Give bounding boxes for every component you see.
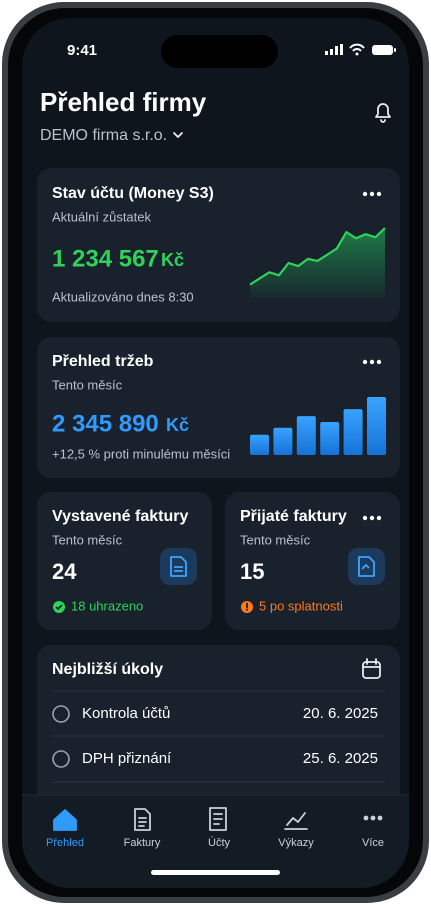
tab-item[interactable]: Více <box>362 815 384 849</box>
invoice-count: 15 <box>240 559 264 584</box>
tasks-card <box>37 645 400 825</box>
invoice-count: 24 <box>52 559 77 584</box>
tab-item[interactable]: Výkazy <box>278 812 314 849</box>
card-label: Tento měsíc <box>240 532 311 547</box>
tab-label: Výkazy <box>278 837 314 849</box>
tab-icon <box>209 807 227 831</box>
paid-status: 18 uhrazeno <box>71 598 143 613</box>
card-title: Přehled tržeb <box>52 353 154 370</box>
card-label: Tento měsíc <box>52 377 123 392</box>
revenue-bar <box>320 421 340 455</box>
card-title: Vystavené faktury <box>52 508 188 525</box>
bell-icon[interactable] <box>375 103 391 123</box>
status-icons <box>325 43 396 56</box>
task-checkbox[interactable] <box>52 705 70 723</box>
task-name: DPH přiznání <box>82 750 172 767</box>
received-card[interactable] <box>225 492 400 630</box>
revenue-bar <box>343 409 363 455</box>
more-button[interactable] <box>362 515 382 521</box>
card-title: Stav účtu (Money S3) <box>52 185 214 202</box>
task-date: 25. 6. 2025 <box>303 750 378 767</box>
card-label: Aktuální zůstatek <box>52 209 151 224</box>
revenue-bar <box>273 427 293 455</box>
tab-icon <box>377 815 383 821</box>
issued-card[interactable] <box>37 492 212 630</box>
overdue-status: 5 po splatnosti <box>259 598 343 613</box>
revenue-bar <box>250 434 269 455</box>
tab-icon <box>370 815 376 821</box>
card-title: Nejbližší úkoly <box>52 661 163 678</box>
card-label: Tento měsíc <box>52 532 123 547</box>
tab-icon <box>53 809 77 831</box>
document-icon <box>358 556 375 577</box>
task-name: Kontrola účtů <box>82 705 170 722</box>
updated-note: Aktualizováno dnes 8:30 <box>52 289 194 304</box>
tab-item[interactable]: Účty <box>208 807 231 849</box>
tab-label: Účty <box>208 836 231 849</box>
tab-label: Přehled <box>46 837 84 849</box>
currency: Kč <box>166 415 189 435</box>
calendar-icon[interactable] <box>362 658 381 679</box>
tab-label: Faktury <box>124 837 161 849</box>
tab-icon <box>284 812 308 830</box>
task-checkbox[interactable] <box>52 750 70 768</box>
tab-icon <box>363 815 369 821</box>
tab-item[interactable]: Faktury <box>124 808 161 849</box>
card-title: Přijaté faktury <box>240 508 347 525</box>
revenue-bar <box>367 397 386 455</box>
chevron-down[interactable] <box>173 132 183 138</box>
task-date: 20. 6. 2025 <box>303 705 378 722</box>
revenue-bar <box>296 416 316 455</box>
more-button[interactable] <box>362 359 382 365</box>
currency: Kč <box>161 250 184 270</box>
check-mark <box>55 604 63 611</box>
revenue-amount: 2 345 890 <box>52 410 159 437</box>
tab-item[interactable]: Přehled <box>46 809 84 849</box>
screen: 9:41 Přehled firmy DEMO firma s.r.o. Sta… <box>22 18 409 888</box>
trend-area <box>250 228 385 298</box>
status-time: 9:41 <box>67 42 97 59</box>
tab-icon <box>134 808 151 831</box>
balance-amount: 1 234 567 <box>52 245 159 272</box>
dynamic-island <box>161 35 278 68</box>
page-title: Přehled firmy <box>40 87 207 117</box>
company-name[interactable]: DEMO firma s.r.o. <box>40 127 167 144</box>
more-button[interactable] <box>362 191 382 197</box>
document-icon <box>170 556 187 577</box>
trend-line <box>249 227 386 286</box>
change-note: +12,5 % proti minulému měsíci <box>52 446 230 461</box>
home-indicator <box>151 870 280 875</box>
tab-label: Více <box>362 837 384 849</box>
